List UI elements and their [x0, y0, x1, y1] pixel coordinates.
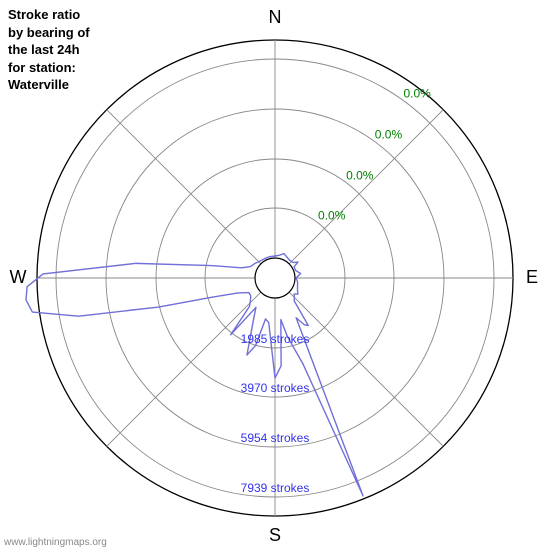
chart-title: Stroke ratio by bearing of the last 24h …	[8, 6, 90, 94]
footer-attribution: www.lightningmaps.org	[4, 537, 107, 548]
grid-spoke	[107, 110, 261, 264]
grid-spoke	[107, 292, 261, 446]
ring-label-percent: 0.0%	[318, 209, 346, 223]
ring-label-strokes: 7939 strokes	[241, 481, 310, 495]
rose-series	[26, 254, 363, 496]
cardinal-S: S	[269, 525, 281, 545]
ring-label-percent: 0.0%	[403, 87, 431, 101]
grid-spoke	[289, 110, 443, 264]
ring-label-percent: 0.0%	[346, 169, 374, 183]
grid-spoke	[289, 292, 443, 446]
cardinal-N: N	[269, 7, 282, 27]
ring-label-strokes: 5954 strokes	[241, 431, 310, 445]
cardinal-W: W	[10, 267, 27, 287]
cardinal-E: E	[526, 267, 538, 287]
hub-circle	[255, 258, 295, 298]
ring-label-percent: 0.0%	[375, 128, 403, 142]
ring-label-strokes: 1985 strokes	[241, 332, 310, 346]
ring-label-strokes: 3970 strokes	[241, 381, 310, 395]
